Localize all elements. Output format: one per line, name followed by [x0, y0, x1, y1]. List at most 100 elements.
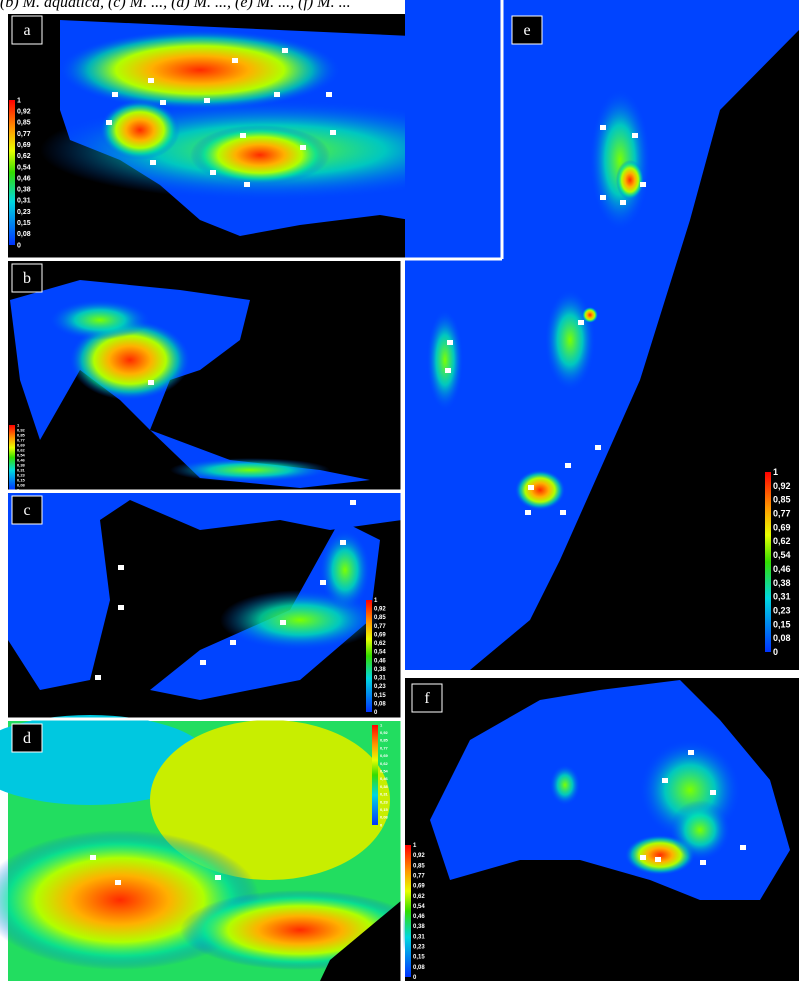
legend-label: 0,62: [374, 641, 386, 647]
occurrence-point: [326, 92, 332, 97]
panel-label: d: [23, 730, 31, 747]
panel-label: a: [23, 22, 30, 39]
legend-label: 0,15: [17, 220, 31, 227]
legend-label: 0,77: [374, 624, 386, 630]
occurrence-point: [700, 860, 706, 865]
legend-label: 0,54: [413, 904, 425, 910]
legend-label: 0,54: [773, 550, 791, 560]
legend-label: 0,69: [374, 632, 386, 638]
occurrence-point: [112, 92, 118, 97]
legend-label: 0,85: [17, 120, 31, 127]
legend-label: 0,23: [380, 799, 389, 804]
occurrence-point: [595, 445, 601, 450]
legend-label: 0,62: [413, 894, 425, 900]
occurrence-point: [274, 92, 280, 97]
legend-label: 0,46: [380, 776, 389, 781]
occurrence-point: [148, 380, 154, 385]
occurrence-point: [160, 100, 166, 105]
occurrence-point: [215, 875, 221, 880]
legend-bar: [765, 472, 771, 652]
legend-label: 0,54: [374, 650, 386, 656]
legend-label: 0,46: [773, 564, 791, 574]
occurrence-point: [115, 880, 121, 885]
legend-bar: [366, 600, 372, 712]
legend-label: 0,85: [413, 863, 425, 869]
legend-label: 0,62: [773, 536, 791, 546]
legend-label: 0,08: [17, 231, 31, 238]
legend-label: 0,38: [17, 187, 31, 194]
occurrence-point: [282, 48, 288, 53]
legend-label: 0,54: [17, 164, 31, 171]
occurrence-point: [210, 170, 216, 175]
occurrence-point: [230, 640, 236, 645]
legend-label: 0,23: [17, 209, 31, 216]
legend-label: 0,69: [773, 522, 791, 532]
panel-c: [8, 493, 402, 718]
legend-bar: [405, 845, 411, 977]
legend-label: 0,54: [380, 768, 389, 773]
occurrence-point: [655, 857, 661, 862]
occurrence-point: [150, 160, 156, 165]
occurrence-point: [565, 463, 571, 468]
legend-label: 0,31: [17, 198, 31, 205]
legend-label: 0,85: [773, 495, 791, 505]
occurrence-point: [447, 340, 453, 345]
legend-label: 0,38: [374, 667, 386, 673]
occurrence-point: [640, 855, 646, 860]
legend-label: 0,31: [374, 676, 386, 682]
legend-label: 0,92: [413, 853, 425, 859]
legend-label: 0,38: [773, 578, 791, 588]
occurrence-point: [528, 485, 534, 490]
panel-label: e: [523, 22, 530, 39]
occurrence-point: [662, 778, 668, 783]
occurrence-point: [640, 182, 646, 187]
legend-label: 0: [17, 242, 21, 249]
legend-label: 0,62: [17, 153, 31, 160]
panel-label: f: [424, 690, 430, 707]
occurrence-point: [330, 130, 336, 135]
occurrence-point: [525, 510, 531, 515]
legend-label: 0,31: [413, 934, 425, 940]
occurrence-point: [632, 133, 638, 138]
legend-label: 0,77: [413, 873, 425, 879]
legend-bar: [9, 100, 15, 245]
occurrence-point: [560, 510, 566, 515]
occurrence-point: [244, 182, 250, 187]
occurrence-point: [118, 565, 124, 570]
panel-d: [0, 715, 420, 981]
occurrence-point: [148, 78, 154, 83]
legend-label: 0,46: [17, 175, 31, 182]
occurrence-point: [600, 195, 606, 200]
occurrence-point: [600, 125, 606, 130]
occurrence-point: [578, 320, 584, 325]
occurrence-point: [710, 790, 716, 795]
legend-label: 0,69: [413, 884, 425, 890]
occurrence-point: [204, 98, 210, 103]
legend-label: 0,85: [374, 615, 386, 621]
panel-label: b: [23, 270, 31, 287]
legend-label: 0,77: [17, 131, 31, 138]
legend-label: 0: [773, 647, 778, 657]
occurrence-point: [688, 750, 694, 755]
legend-label: 0,77: [380, 745, 389, 750]
legend-label: 0,46: [413, 914, 425, 920]
legend-label: 0,92: [17, 108, 31, 115]
occurrence-point: [200, 660, 206, 665]
legend-label: 0,08: [413, 965, 425, 971]
legend-label: 0,23: [374, 684, 386, 690]
legend-label: 0,38: [413, 924, 425, 930]
legend-label: 0,15: [374, 693, 386, 699]
legend-label: 0,15: [773, 619, 791, 629]
legend-label: 1: [17, 97, 21, 104]
legend-bar: [9, 425, 15, 490]
legend-label: 0,31: [773, 592, 791, 602]
occurrence-point: [280, 620, 286, 625]
legend-label: 0,15: [413, 955, 425, 961]
legend-label: 0,77: [773, 509, 791, 519]
occurrence-point: [106, 120, 112, 125]
panel-b: [8, 261, 402, 490]
legend-label: 0,62: [380, 761, 389, 766]
occurrence-point: [118, 605, 124, 610]
occurrence-point: [320, 580, 326, 585]
legend-label: 0,85: [380, 738, 389, 743]
